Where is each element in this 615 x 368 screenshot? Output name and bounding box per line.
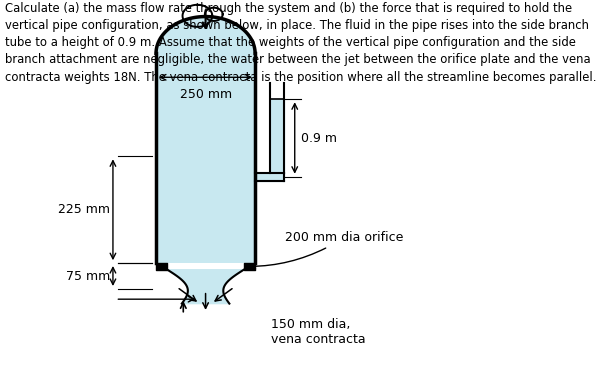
Text: Calculate (a) the mass flow rate through the system and (b) the force that is re: Calculate (a) the mass flow rate through… (5, 2, 597, 84)
Text: 150 mm dia,
vena contracta: 150 mm dia, vena contracta (271, 318, 366, 346)
Bar (156, 53, 255, 263)
Text: 225 mm: 225 mm (58, 203, 110, 216)
Text: 0.9 m: 0.9 m (301, 131, 337, 145)
Text: 200 mm dia orifice: 200 mm dia orifice (250, 231, 403, 269)
Text: 250 mm: 250 mm (180, 88, 232, 100)
Polygon shape (167, 270, 244, 304)
Text: 75 mm: 75 mm (66, 269, 110, 283)
